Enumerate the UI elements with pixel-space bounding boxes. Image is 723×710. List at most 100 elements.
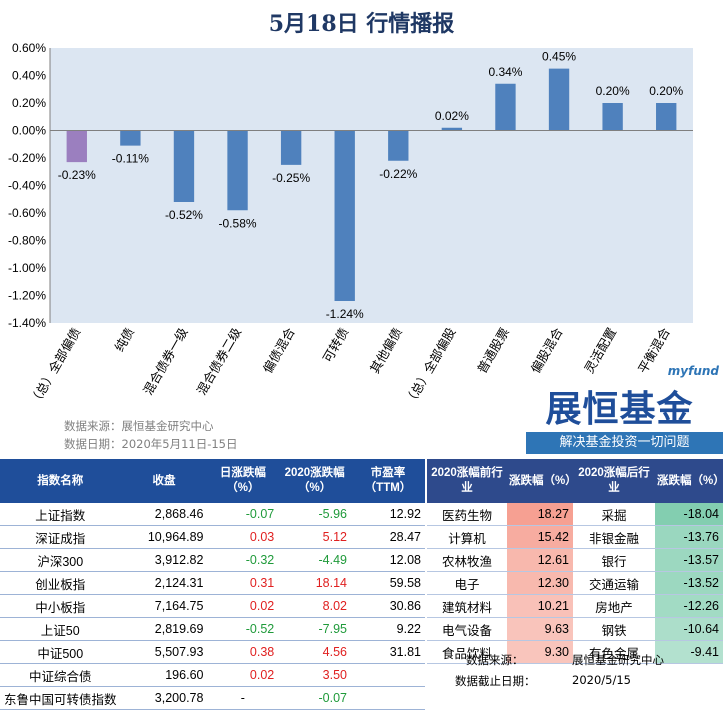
index-pe: 31.81	[351, 640, 425, 664]
index-pe: 30.86	[351, 594, 425, 618]
index-day-change: 0.38	[207, 640, 279, 664]
index-ytd-change: 8.02	[278, 594, 351, 618]
y-tick-label: -1.40%	[8, 316, 46, 330]
x-tick-label: 可转债	[320, 325, 352, 365]
industry-table-header: 2020涨幅前行业 涨跌幅（%） 2020涨幅后行业 涨跌幅（%）	[427, 459, 723, 503]
index-name: 沪深300	[0, 548, 121, 572]
bottom-industry: 银行	[573, 548, 655, 572]
top-industry: 计算机	[427, 525, 507, 549]
header-top-change: 涨跌幅（%）	[507, 459, 577, 503]
table-row: 上证50 2,819.69 -0.52 -7.95 9.22	[0, 617, 425, 641]
index-day-change: 0.02	[207, 594, 279, 618]
bar	[334, 130, 355, 301]
data-label: 0.45%	[542, 50, 576, 64]
top-change: 18.27	[507, 503, 573, 526]
data-label: 0.34%	[488, 65, 522, 79]
header-bottom-change: 涨跌幅（%）	[655, 459, 723, 503]
index-ytd-change: -7.95	[278, 617, 351, 641]
bar	[441, 127, 463, 131]
index-close: 2,819.69	[120, 617, 208, 641]
bottom-industry: 非银金融	[573, 525, 655, 549]
top-industry: 电子	[427, 571, 507, 595]
index-ytd-change: 4.56	[278, 640, 351, 664]
bottom-change: -13.57	[655, 548, 723, 572]
index-pe: 9.22	[351, 617, 425, 641]
index-ytd-change: 5.12	[278, 525, 351, 549]
index-close: 2,124.31	[120, 571, 208, 595]
y-tick-label: 0.60%	[12, 41, 46, 55]
table-row: 电气设备 9.63 钢铁 -10.64	[427, 617, 723, 641]
header-bottom-industry: 2020涨幅后行业	[573, 459, 655, 503]
table-row: 中证500 5,507.93 0.38 4.56 31.81	[0, 640, 425, 664]
index-name: 中证综合债	[0, 663, 121, 687]
y-tick-label: 0.00%	[12, 124, 46, 138]
index-close: 3,200.78	[120, 686, 208, 710]
index-name: 创业板指	[0, 571, 121, 595]
index-day-change: -0.07	[207, 503, 279, 526]
index-name: 深证成指	[0, 525, 121, 549]
index-pe: 28.47	[351, 525, 425, 549]
index-name: 上证50	[0, 617, 121, 641]
top-industry: 建筑材料	[427, 594, 507, 618]
index-close: 10,964.89	[120, 525, 208, 549]
industry-table: 2020涨幅前行业 涨跌幅（%） 2020涨幅后行业 涨跌幅（%） 医药生物 18…	[427, 459, 723, 664]
top-industry: 食品饮料	[427, 640, 507, 664]
index-day-change: 0.31	[207, 571, 279, 595]
index-close: 3,912.82	[120, 548, 208, 572]
table-row: 中证综合债 196.60 0.02 3.50	[0, 663, 425, 687]
index-day-change: 0.03	[207, 525, 279, 549]
table-row: 医药生物 18.27 采掘 -18.04	[427, 503, 723, 526]
header-close: 收盘	[120, 459, 208, 503]
x-tick-label: 其他偏债	[367, 325, 405, 376]
table-row: 深证成指 10,964.89 0.03 5.12 28.47	[0, 525, 425, 549]
footer-date-value: 2020/5/15	[572, 673, 631, 687]
header-index-name: 指数名称	[0, 459, 121, 503]
footer-date-label: 数据截止日期：	[455, 674, 536, 688]
index-name: 中证500	[0, 640, 121, 664]
x-tick-label: 混合债券二级	[194, 325, 245, 398]
index-close: 196.60	[120, 663, 208, 687]
data-label: -0.58%	[219, 216, 257, 230]
table-row: 建筑材料 10.21 房地产 -12.26	[427, 594, 723, 618]
bottom-change: -9.41	[655, 640, 723, 664]
bottom-industry: 钢铁	[573, 617, 655, 641]
data-label: 0.20%	[649, 84, 683, 98]
index-table-header: 指数名称 收盘 日涨跌幅（%） 2020涨跌幅（%） 市盈率（TTM）	[0, 459, 425, 503]
y-tick-label: 0.20%	[12, 96, 46, 110]
table-row: 食品饮料 9.30 有色金属 -9.41	[427, 640, 723, 664]
bottom-industry: 采掘	[573, 503, 655, 526]
index-ytd-change: -4.49	[278, 548, 351, 572]
index-name: 上证指数	[0, 503, 121, 526]
x-tick-label: 普通股票	[474, 325, 512, 376]
top-change: 15.42	[507, 525, 573, 549]
table-row: 创业板指 2,124.31 0.31 18.14 59.58	[0, 571, 425, 595]
footer-source-label: 数据来源：	[466, 653, 524, 667]
index-name: 东鲁中国可转债指数	[0, 686, 121, 710]
bottom-change: -10.64	[655, 617, 723, 641]
x-tick-label: （总）全部偏股	[402, 325, 459, 409]
bar	[66, 130, 87, 163]
y-tick-label: -0.20%	[8, 151, 46, 165]
x-tick-label: （总）全部偏债	[27, 325, 84, 408]
bar	[280, 130, 302, 165]
index-ytd-change: -5.96	[278, 503, 351, 526]
footer-source-value: 展恒基金研究中心	[572, 653, 664, 667]
top-industry: 医药生物	[427, 503, 507, 526]
data-label: -0.11%	[112, 152, 149, 166]
top-change: 9.30	[507, 640, 573, 664]
brand-cn: 展恒基金	[545, 389, 694, 430]
data-label: -0.25%	[272, 171, 310, 185]
table-row: 农林牧渔 12.61 银行 -13.57	[427, 548, 723, 572]
index-day-change: -	[207, 686, 279, 710]
y-tick-label: -0.80%	[8, 234, 46, 248]
bar	[548, 68, 570, 131]
bottom-industry: 有色金属	[573, 640, 655, 664]
y-tick-label: -1.20%	[8, 289, 46, 303]
brand-slogan: 解决基金投资一切问题	[526, 432, 723, 454]
bar	[388, 130, 409, 161]
x-tick-label: 混合债券一级	[140, 325, 191, 398]
bar	[602, 103, 623, 131]
chart-source: 数据来源：展恒基金研究中心	[64, 419, 214, 433]
index-ytd-change: 18.14	[278, 571, 351, 595]
data-label: -1.24%	[326, 307, 364, 321]
